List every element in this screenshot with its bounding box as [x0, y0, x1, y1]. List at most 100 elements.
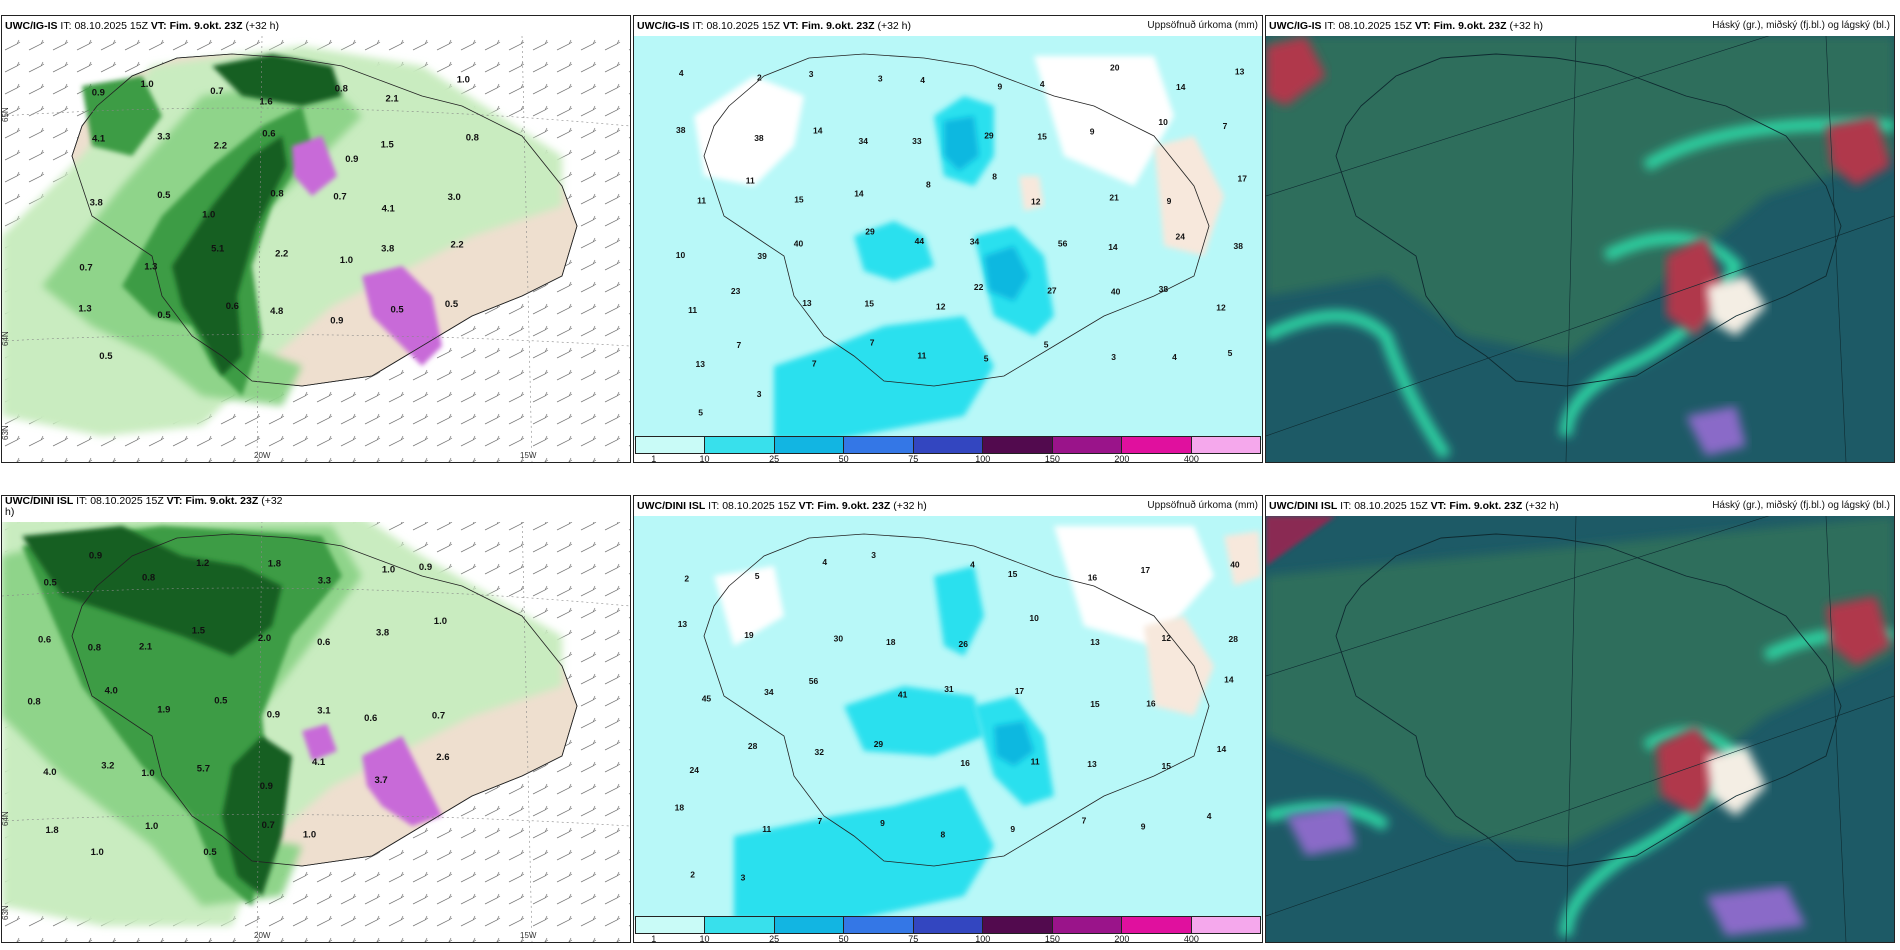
value-label: 1.6 [259, 96, 272, 107]
value-label: 4 [1040, 79, 1045, 89]
vt-value: Fim. 9.okt. 23Z [185, 496, 259, 507]
value-label: 38 [676, 125, 686, 135]
colorbar-swatch [1052, 437, 1123, 453]
value-label: 10 [1029, 613, 1039, 623]
value-label: 0.8 [270, 189, 283, 200]
colorbar-label: 25 [769, 934, 780, 943]
value-label: 3 [757, 389, 762, 399]
value-label: 11 [762, 824, 771, 834]
vt-value: Fim. 9.okt. 23Z [1449, 500, 1523, 512]
value-label: 0.7 [432, 711, 445, 722]
value-label: 40 [794, 238, 804, 248]
value-label: 0.7 [262, 820, 275, 831]
model-name: UWC/IG-IS [1269, 20, 1322, 32]
lon-label-left: 20W [254, 931, 271, 940]
vt-label: VT: [798, 500, 815, 512]
colorbar-swatch [1122, 917, 1192, 933]
value-label: 2.1 [139, 641, 153, 652]
value-label: 17 [1238, 174, 1248, 184]
lat-label-top: 65N [2, 107, 10, 122]
gust-zone-severe-south [222, 736, 292, 896]
value-label: 5.7 [197, 764, 210, 775]
value-label: 11 [1031, 756, 1040, 766]
model-name: UWC/DINI ISL [637, 500, 706, 512]
value-label: 17 [1141, 565, 1151, 575]
lat-label-mid: 64N [2, 331, 10, 346]
gust-zone-violet-small [292, 136, 337, 196]
colorbar-swatch [983, 917, 1053, 933]
gust-zone-westfjords [82, 76, 162, 156]
value-label: 1.8 [46, 825, 59, 836]
lon-label-right: 15W [520, 451, 537, 460]
value-label: 2.2 [214, 141, 227, 152]
value-label: 27 [1047, 285, 1057, 295]
value-label: 4.0 [105, 686, 118, 697]
colorbar-label: 75 [908, 454, 919, 463]
value-label: 12 [1031, 196, 1041, 206]
value-label: 2.1 [386, 94, 400, 105]
value-label: 29 [874, 739, 884, 749]
graticule [1266, 516, 1894, 942]
value-label: 7 [1082, 816, 1087, 826]
model-name: UWC/IG-IS [5, 20, 58, 32]
gust-zone-violet [362, 736, 442, 826]
value-label: 13 [696, 359, 706, 369]
value-label: 4 [920, 75, 925, 85]
it-label: IT: [1340, 500, 1352, 512]
cloud-white-area [1706, 746, 1766, 816]
value-label: 15 [1037, 132, 1047, 142]
value-label: 4 [822, 557, 827, 567]
vt-label: VT: [1430, 500, 1447, 512]
gust-values: 0.5 0.9 0.8 1.2 1.8 3.3 1.0 0.9 0.6 0.8 2.1 1.5 2.0 0… [28, 550, 450, 858]
cloud-map [1266, 36, 1894, 462]
value-label: 0.9 [89, 550, 102, 561]
cloud-red-area [1656, 726, 1726, 816]
colorbar-label: 1 [651, 934, 657, 943]
value-label: 1.0 [340, 255, 353, 266]
value-label: 3.8 [381, 243, 394, 254]
value-label: 26 [959, 639, 969, 649]
gust-zone-severe [172, 136, 287, 376]
value-label: 34 [970, 237, 980, 247]
value-label: 0.9 [345, 154, 358, 165]
value-label: 13 [678, 619, 688, 629]
value-label: 1.9 [157, 705, 170, 716]
it-label: IT: [60, 20, 72, 32]
precip-band-north [934, 566, 984, 656]
lat-label-mid: 64N [2, 811, 10, 826]
value-label: 2.2 [275, 248, 288, 259]
value-label: 1.0 [141, 79, 154, 90]
value-label: 38 [1159, 284, 1169, 294]
value-label: 13 [1090, 637, 1100, 647]
value-label: 1.5 [381, 140, 395, 151]
value-label: 5 [755, 571, 760, 581]
high-cloud-area [1266, 36, 1894, 356]
value-label: 4.1 [382, 204, 396, 215]
value-label: 29 [984, 131, 994, 141]
colorbar-label: 10 [699, 454, 710, 463]
value-label: 14 [854, 188, 864, 198]
model-name: UWC/IG-IS [637, 20, 690, 32]
value-label: 13 [802, 298, 812, 308]
cloud-violet-area [1286, 806, 1356, 856]
value-label: 38 [754, 133, 764, 143]
value-label: 1.0 [202, 209, 215, 220]
value-label: 8 [992, 171, 997, 181]
value-label: 30 [834, 634, 844, 644]
value-label: 16 [960, 758, 970, 768]
value-label: 9 [1090, 127, 1095, 137]
value-label: 56 [809, 676, 819, 686]
it-value: 08.10.2025 15Z [74, 20, 148, 32]
value-label: 0.8 [142, 573, 155, 584]
panel-header: UWC/DINI ISL IT: 08.10.2025 15Z VT: Fim.… [2, 496, 630, 522]
value-label: 16 [1088, 572, 1098, 582]
it-label: IT: [692, 20, 704, 32]
panel-header: UWC/IG-IS IT: 08.10.2025 15Z VT: Fim. 9.… [2, 16, 630, 36]
value-label: 5.1 [211, 244, 225, 255]
value-label: 24 [690, 765, 700, 775]
value-label: 1.3 [78, 304, 91, 315]
cloud-red-area-ne [1826, 116, 1891, 186]
value-label: 0.8 [88, 642, 101, 653]
